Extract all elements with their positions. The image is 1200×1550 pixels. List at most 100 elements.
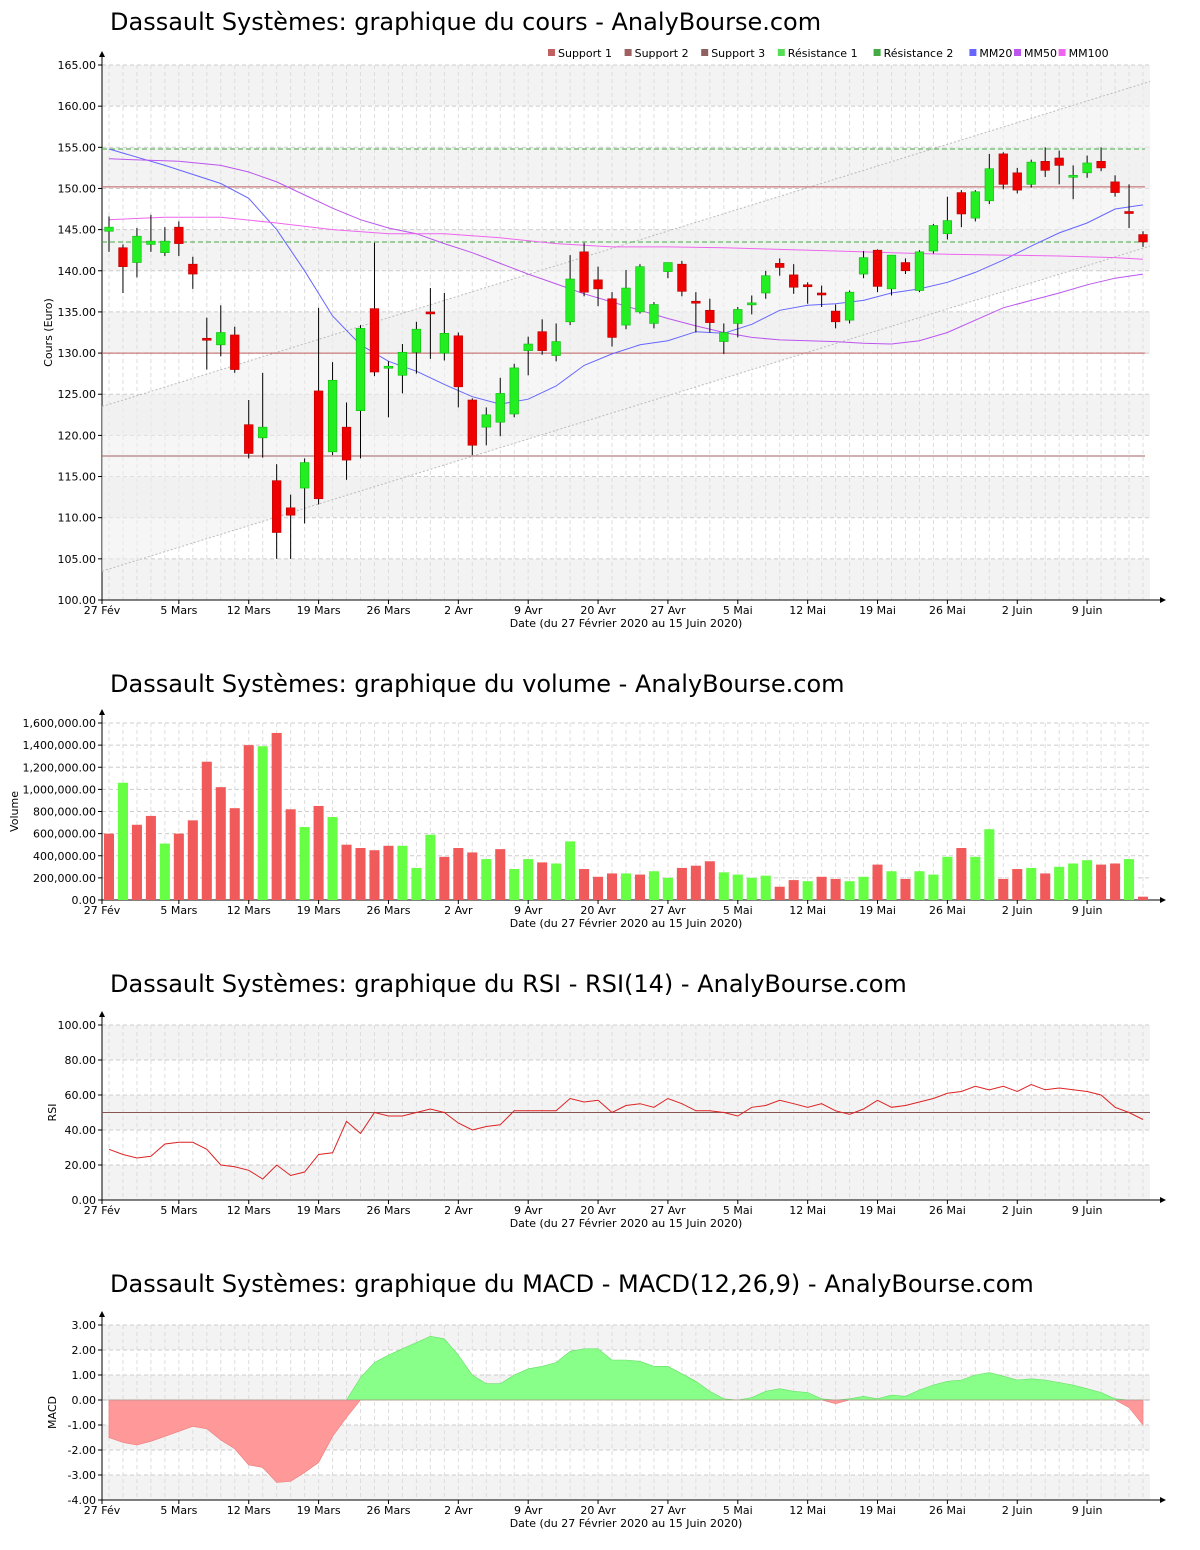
legend-swatch (1058, 49, 1066, 56)
y-tick-label: 40.00 (65, 1124, 97, 1137)
y-tick-label: 1,600,000.00 (23, 717, 96, 730)
x-tick-label: 12 Mai (789, 1204, 826, 1217)
volume-bar (257, 746, 268, 900)
volume-bar (1012, 869, 1023, 900)
candle-body (104, 226, 114, 232)
candle-body (775, 263, 785, 268)
volume-bar (131, 824, 142, 900)
x-tick-label: 19 Mars (297, 604, 341, 617)
x-tick-label: 9 Juin (1072, 1204, 1103, 1217)
candle-body (1138, 234, 1148, 243)
y-axis-arrow (99, 1311, 105, 1317)
volume-bar (173, 833, 184, 900)
x-axis-arrow (1160, 597, 1166, 603)
y-tick-label: 1,400,000.00 (23, 739, 96, 752)
candle-body (258, 426, 268, 439)
candle-body (830, 310, 841, 323)
x-axis-title: Date (du 27 Février 2020 au 15 Juin 2020… (510, 617, 743, 630)
candle-body (230, 334, 240, 370)
legend-label: Résistance 1 (788, 47, 858, 60)
x-tick-label: 12 Mars (227, 904, 271, 917)
candle-body (146, 240, 156, 245)
x-tick-label: 26 Mars (366, 1204, 410, 1217)
y-tick-label: 0.00 (72, 894, 97, 907)
candle-body (509, 367, 519, 415)
x-tick-label: 27 Avr (650, 904, 686, 917)
y-tick-label: 200,000.00 (33, 872, 96, 885)
candle-body (956, 192, 966, 215)
candle-body (174, 226, 184, 244)
volume-chart: 0.00 200,000.00 400,000.00 600,000.00 800,00… (8, 709, 1166, 930)
volume-bar (313, 805, 324, 900)
volume-bar (117, 782, 128, 900)
x-tick-label: 5 Mars (160, 904, 197, 917)
candle-body (635, 266, 645, 313)
candle-body (132, 235, 142, 263)
x-tick-label: 26 Mai (929, 904, 966, 917)
x-axis-arrow (1160, 1197, 1166, 1203)
candle-body (928, 225, 939, 252)
candle-body (1012, 172, 1022, 191)
candle-body (453, 335, 463, 388)
x-tick-label: 12 Mai (789, 1504, 826, 1517)
x-tick-label: 2 Juin (1002, 904, 1033, 917)
x-tick-label: 9 Avr (514, 604, 543, 617)
volume-bar (383, 845, 394, 900)
y-tick-label: 130.00 (58, 347, 97, 360)
candle-body (761, 275, 771, 294)
legend-swatch (624, 49, 632, 56)
volume-bar (439, 856, 450, 900)
candle-body (1124, 211, 1134, 214)
volume-bar (453, 848, 464, 900)
candle-body (383, 365, 394, 369)
y-axis-arrow (99, 709, 105, 715)
x-tick-label: 20 Avr (580, 1204, 616, 1217)
volume-bar (858, 876, 869, 900)
volume-bar (215, 787, 226, 900)
x-tick-label: 20 Avr (580, 604, 616, 617)
volume-bar (397, 845, 408, 900)
volume-bar (732, 874, 743, 900)
candle-body (313, 390, 324, 500)
candle-body (984, 168, 994, 202)
volume-bar (956, 848, 967, 900)
rsi-chart: 0.00 20.00 40.00 60.00 80.00 100.00 27 Fév 5 Ma… (46, 1011, 1166, 1230)
candle-body (621, 287, 631, 326)
candle-body (998, 153, 1008, 185)
candle-body (914, 251, 925, 291)
x-axis-arrow (1160, 897, 1166, 903)
volume-bar (1137, 896, 1149, 900)
y-tick-label: 150.00 (58, 182, 97, 195)
volume-chart-title: Dassault Systèmes: graphique du volume -… (110, 670, 845, 698)
candle-body (397, 351, 408, 376)
x-tick-label: 26 Mai (929, 1504, 966, 1517)
candle-body (1096, 161, 1106, 169)
candle-body (691, 300, 701, 304)
candle-body (663, 262, 673, 272)
candle-body (495, 393, 505, 423)
candle-body (425, 311, 436, 315)
x-tick-label: 2 Juin (1002, 604, 1033, 617)
candle-body (1082, 162, 1092, 174)
x-tick-label: 19 Mai (859, 1204, 896, 1217)
legend-label: MM100 (1069, 47, 1109, 60)
y-axis-arrow (99, 51, 105, 57)
x-tick-label: 2 Avr (444, 604, 473, 617)
x-axis-title: Date (du 27 Février 2020 au 15 Juin 2020… (510, 917, 743, 930)
x-tick-label: 19 Mai (859, 604, 896, 617)
candle-body (467, 399, 477, 446)
volume-bar (565, 841, 576, 900)
volume-bar (1110, 863, 1121, 900)
y-tick-label: 100.00 (58, 594, 97, 607)
candle-body (481, 414, 491, 428)
volume-bar (746, 877, 757, 900)
candle-body (244, 424, 254, 454)
x-tick-label: 19 Mai (859, 1504, 896, 1517)
candle-body (970, 191, 980, 219)
y-tick-label: -4.00 (68, 1494, 96, 1507)
x-tick-label: 27 Fév (84, 1204, 121, 1217)
legend-swatch (1014, 49, 1021, 56)
volume-bar (537, 862, 548, 900)
volume-bar (718, 872, 729, 900)
x-tick-label: 5 Mars (160, 1504, 197, 1517)
